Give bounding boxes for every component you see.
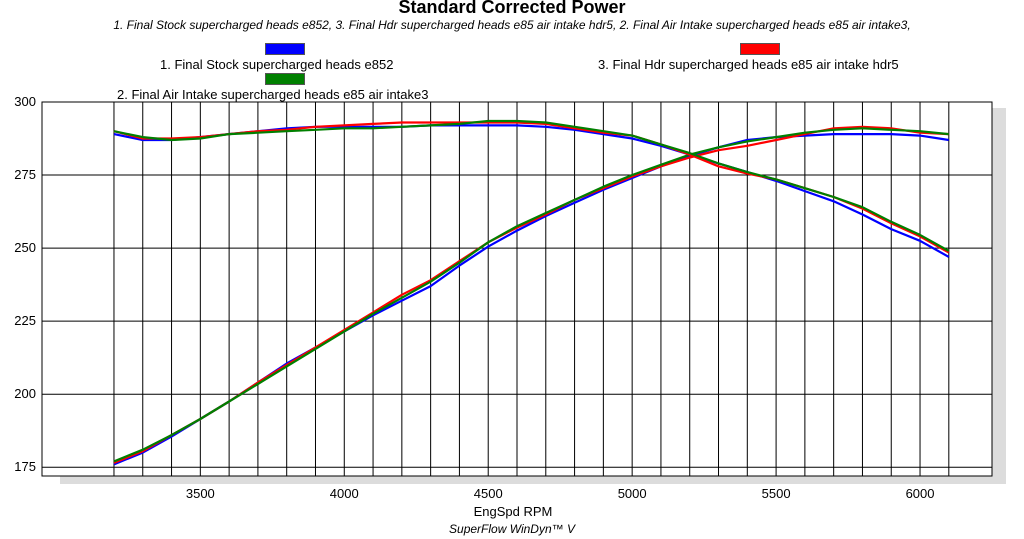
x-axis-label: EngSpd RPM [474,504,553,519]
legend-label-air-intake: 2. Final Air Intake supercharged heads e… [117,87,429,102]
legend-swatch-hdr [740,43,780,55]
x-tick-label: 3500 [186,486,215,501]
y-tick-label: 200 [14,386,36,401]
legend-swatch-air-intake [265,73,305,85]
y-tick-label: 250 [14,240,36,255]
x-tick-label: 5000 [618,486,647,501]
x-tick-label: 6000 [906,486,935,501]
series-line-torque [113,119,950,252]
y-tick-label: 300 [14,94,36,109]
legend-label-stock: 1. Final Stock supercharged heads e852 [160,57,394,72]
legend-swatch-stock [265,43,305,55]
y-tick-label: 225 [14,313,36,328]
x-tick-label: 5500 [762,486,791,501]
chart-subtitle: 1. Final Stock supercharged heads e852, … [113,18,911,32]
footer-brand: SuperFlow WinDyn™ V [449,522,575,536]
grid-lines [42,101,992,476]
x-tick-label: 4000 [330,486,359,501]
y-tick-label: 275 [14,167,36,182]
x-tick-label: 4500 [474,486,503,501]
y-tick-label: 175 [14,459,36,474]
chart-title: Standard Corrected Power [398,0,626,17]
legend-label-hdr: 3. Final Hdr supercharged heads e85 air … [598,57,899,72]
series-lines [113,119,950,466]
tick-labels: 175 200 225 250 275 300 3500 4000 4500 5000 5500 60… [14,94,934,501]
series-line-power [113,127,949,463]
